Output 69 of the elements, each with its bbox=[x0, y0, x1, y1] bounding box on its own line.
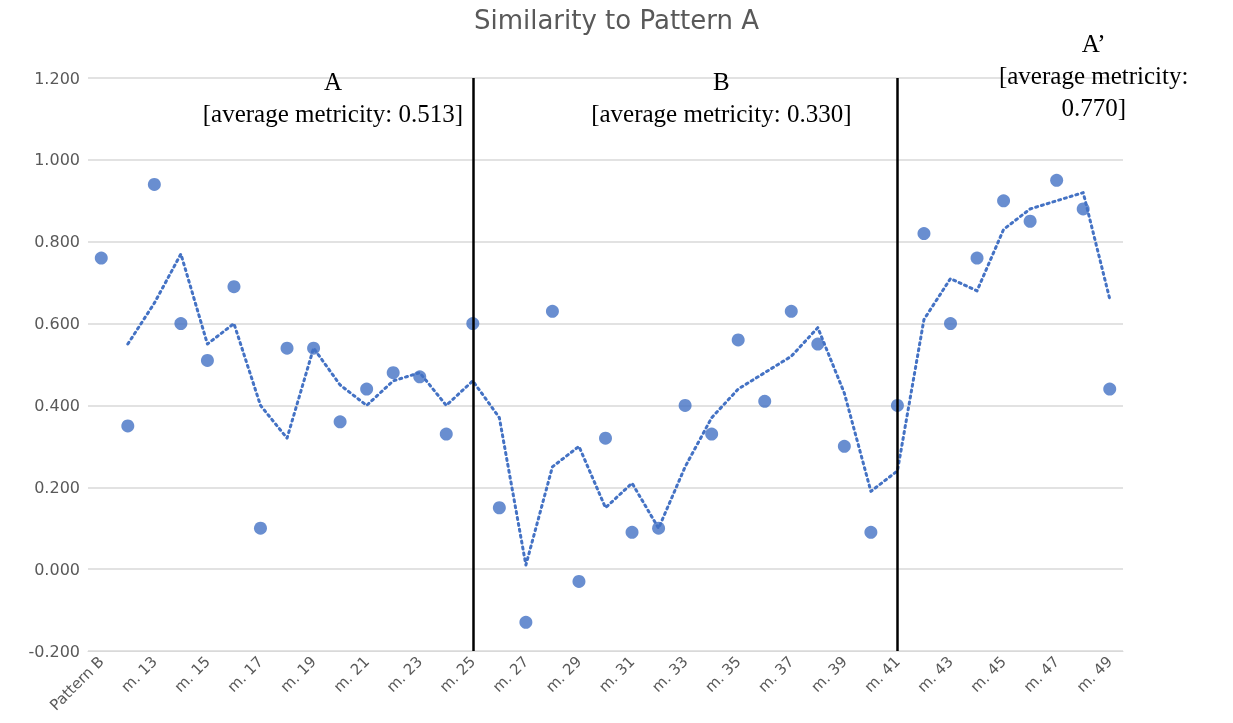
x-tick-label: m. 21 bbox=[329, 652, 374, 696]
x-tick-label: m. 31 bbox=[595, 652, 639, 696]
point bbox=[1023, 214, 1037, 228]
point bbox=[174, 317, 188, 331]
point bbox=[837, 439, 851, 453]
point bbox=[492, 501, 506, 515]
x-tick-label: m. 43 bbox=[913, 652, 957, 696]
x-tick-label: m. 41 bbox=[860, 652, 904, 696]
point bbox=[784, 304, 798, 318]
x-tick-label: m. 33 bbox=[648, 652, 692, 696]
point bbox=[1076, 202, 1090, 216]
point bbox=[200, 353, 214, 367]
point bbox=[280, 341, 294, 355]
x-tick-label: m. 37 bbox=[754, 652, 798, 696]
annotation: A’ [average metricity: 0.770] bbox=[998, 30, 1189, 122]
x-tick-label: m. 29 bbox=[542, 652, 586, 696]
point bbox=[227, 280, 241, 294]
point bbox=[147, 177, 161, 191]
x-tick-label: m. 35 bbox=[701, 652, 745, 696]
point bbox=[307, 341, 321, 355]
point bbox=[652, 521, 666, 535]
annotation: A [average metricity: 0.513] bbox=[202, 68, 464, 128]
x-tick-label: m. 47 bbox=[1019, 652, 1064, 696]
point bbox=[917, 227, 931, 241]
point bbox=[758, 394, 772, 408]
x-tick-label: m. 45 bbox=[966, 652, 1010, 696]
point bbox=[121, 419, 135, 433]
x-tick-label: m. 13 bbox=[117, 652, 161, 696]
y-tick-label: 0.000 bbox=[34, 559, 80, 579]
point bbox=[254, 521, 267, 535]
point bbox=[439, 427, 453, 441]
x-tick-label: m. 25 bbox=[435, 652, 480, 696]
point bbox=[1050, 173, 1064, 187]
x-tick-label: m. 27 bbox=[488, 652, 533, 696]
point bbox=[386, 366, 400, 380]
point bbox=[360, 382, 374, 396]
x-tick-label: m. 15 bbox=[170, 652, 214, 696]
chart-title: Similarity to Pattern A bbox=[473, 5, 760, 35]
x-tick-label: m. 39 bbox=[807, 652, 851, 696]
point bbox=[625, 525, 639, 539]
line-series bbox=[126, 191, 1112, 567]
x-tick-label: m. 17 bbox=[223, 652, 267, 696]
point bbox=[970, 251, 984, 265]
y-tick-label: 1.000 bbox=[34, 150, 80, 170]
y-tick-label: 0.600 bbox=[34, 314, 80, 334]
x-tick-label: m. 23 bbox=[382, 652, 427, 696]
annotation: B [average metricity: 0.330] bbox=[591, 68, 852, 128]
point bbox=[864, 525, 878, 539]
x-tick-label: m. 19 bbox=[276, 652, 320, 696]
y-tick-label: 0.200 bbox=[34, 477, 80, 497]
point bbox=[705, 427, 719, 441]
point bbox=[811, 337, 825, 351]
x-tick-label: m. 49 bbox=[1072, 652, 1117, 696]
point bbox=[731, 333, 745, 347]
point bbox=[545, 304, 559, 318]
point bbox=[94, 251, 108, 265]
point bbox=[519, 615, 533, 629]
point bbox=[678, 398, 692, 412]
point bbox=[413, 370, 427, 384]
y-tick-label: 0.800 bbox=[34, 232, 80, 252]
point bbox=[1103, 382, 1117, 396]
y-tick-label: 0.400 bbox=[34, 395, 80, 415]
point bbox=[572, 574, 586, 588]
point bbox=[599, 431, 612, 445]
point bbox=[333, 415, 347, 429]
point bbox=[944, 317, 957, 331]
point bbox=[997, 194, 1011, 208]
y-tick-label: -0.200 bbox=[28, 641, 80, 661]
y-tick-label: 1.200 bbox=[34, 68, 80, 88]
